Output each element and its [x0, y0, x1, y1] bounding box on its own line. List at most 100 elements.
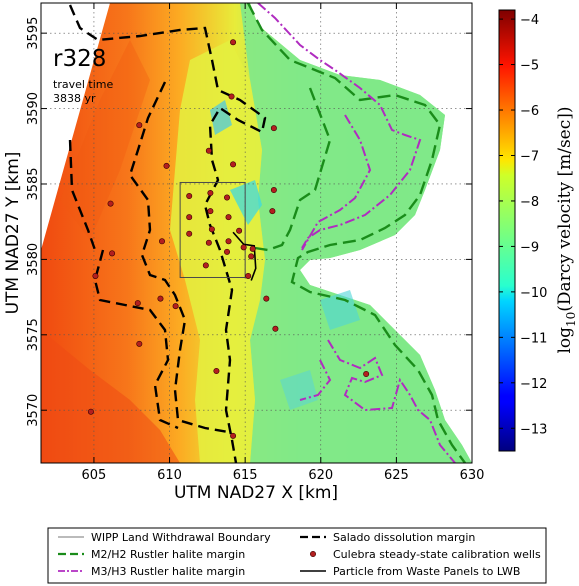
calibration-well-point [230, 39, 237, 46]
calibration-well-point [213, 367, 220, 374]
calibration-well-point [208, 226, 215, 233]
velocity-field-heatmap [41, 3, 472, 463]
colorbar-label-log: log [555, 327, 575, 354]
y-tick-label: 3585 [26, 167, 41, 200]
velocity-field-cyan-patch-1 [230, 180, 262, 225]
legend-swatch [309, 550, 316, 557]
m3h3-rustler-halite-margin-line-loop [301, 114, 372, 251]
calibration-well-point [134, 300, 141, 307]
calibration-well-point [270, 125, 277, 132]
calibration-well-point [225, 214, 232, 221]
calibration-wells [87, 39, 370, 439]
calibration-well-point [92, 272, 99, 279]
velocity-field-northwest [60, 40, 150, 240]
calibration-well-point [269, 208, 276, 215]
calibration-well-point [136, 122, 143, 129]
calibration-well-point [224, 248, 231, 255]
y-tick-label: 3590 [26, 92, 41, 125]
m2h2-rustler-halite-margin-line [246, 3, 466, 463]
grid [41, 3, 472, 463]
travel-time-value: 3838 yr [53, 92, 96, 105]
salado-dissolution-margin-line-inner [68, 139, 97, 251]
plot-frame [40, 2, 473, 464]
calibration-well-point [225, 238, 232, 245]
y-tick-label: 3575 [26, 318, 41, 351]
legend-label: WIPP Land Withdrawal Boundary [91, 531, 271, 544]
x-tick-label: 605 [82, 468, 107, 483]
calibration-well-point [205, 239, 212, 246]
calibration-well-point [157, 295, 164, 302]
colorbar [498, 9, 516, 452]
calibration-well-point [107, 200, 114, 207]
velocity-field-cyan-patch-3 [320, 290, 360, 330]
x-tick-label: 625 [384, 468, 409, 483]
calibration-well-point [158, 238, 165, 245]
salado-dissolution-margin-line-west [128, 81, 229, 434]
panel-title: r328 [53, 46, 106, 72]
legend-label: Particle from Waste Panels to LWB [333, 565, 520, 578]
calibration-well-point [136, 340, 143, 347]
calibration-well-point [172, 303, 179, 310]
x-tick-label: 630 [460, 468, 485, 483]
y-tick-label: 3580 [26, 243, 41, 276]
calibration-well-point [270, 187, 277, 194]
colorbar-tick-label: −7 [520, 149, 539, 164]
calibration-well-point [207, 190, 214, 197]
velocity-field-west [41, 330, 180, 463]
m2h2-rustler-halite-margin-line-north [254, 87, 332, 252]
calibration-well-point [224, 194, 231, 201]
calibration-well-point [163, 162, 170, 169]
particle-path-line [232, 231, 257, 281]
calibration-well-point [228, 93, 235, 100]
colorbar-tick-label: −10 [520, 286, 547, 301]
calibration-well-point [272, 325, 279, 332]
calibration-well-point [230, 432, 237, 439]
velocity-field-east [240, 3, 472, 463]
calibration-well-point [186, 214, 193, 221]
colorbar-tick-label: −9 [520, 240, 539, 255]
y-axis-label: UTM NAD27 Y [km] [3, 152, 23, 315]
calibration-well-point [186, 193, 193, 200]
x-axis-label: UTM NAD27 X [km] [174, 483, 338, 503]
colorbar-tick-label: −11 [520, 331, 547, 346]
salado-dissolution-margin-line-south [93, 249, 179, 430]
x-tick-label: 610 [157, 468, 182, 483]
calibration-well-point [205, 147, 212, 154]
m3h3-rustler-halite-margin-line [257, 3, 422, 249]
calibration-well-point [245, 272, 252, 279]
calibration-well-point [207, 208, 214, 215]
travel-time-label: travel time [53, 78, 113, 91]
legend-box [47, 527, 547, 584]
calibration-well-point [236, 227, 243, 234]
legend-label: M3/H3 Rustler halite margin [91, 565, 245, 578]
calibration-well-point [249, 245, 256, 252]
y-axis-ticks: 3570 3575 3580 3585 3590 3595 [26, 17, 472, 427]
legend-label: Salado dissolution margin [333, 531, 475, 544]
calibration-well-point [186, 230, 193, 237]
colorbar-tick-label: −12 [520, 377, 547, 392]
colorbar-tick-label: −5 [520, 59, 539, 74]
colorbar-label-subscript: 10 [564, 312, 578, 327]
legend: WIPP Land Withdrawal Boundary Salado diss… [47, 527, 547, 584]
calibration-well-point [230, 161, 237, 168]
x-axis-ticks: 605 610 615 620 625 630 [82, 3, 485, 483]
salado-dissolution-margin-line [68, 4, 267, 463]
wipp-land-withdrawal-boundary [179, 181, 246, 278]
colorbar-ticks: −4 −5 −6 −7 −8 −9 −10 −11 −12 −13 [499, 13, 547, 437]
wipp-boundary-rect [179, 181, 246, 278]
velocity-field-cyan-patch-4 [280, 370, 318, 410]
legend-label: M2/H2 Rustler halite margin [91, 548, 245, 561]
calibration-well-point [363, 371, 370, 378]
m3h3-rustler-halite-margin-line-south [327, 339, 456, 463]
calibration-well-point [202, 262, 209, 269]
y-tick-label: 3570 [26, 394, 41, 427]
map-overlays [68, 3, 466, 463]
y-tick-label: 3595 [26, 17, 41, 50]
particle-path [232, 231, 257, 281]
colorbar-tick-label: −4 [520, 13, 539, 28]
velocity-field-channel [170, 40, 265, 463]
calibration-well-point [240, 244, 247, 251]
legend-label: Culebra steady-state calibration wells [333, 548, 541, 561]
colorbar-tick-label: −13 [520, 422, 547, 437]
calibration-well-point [263, 295, 270, 302]
